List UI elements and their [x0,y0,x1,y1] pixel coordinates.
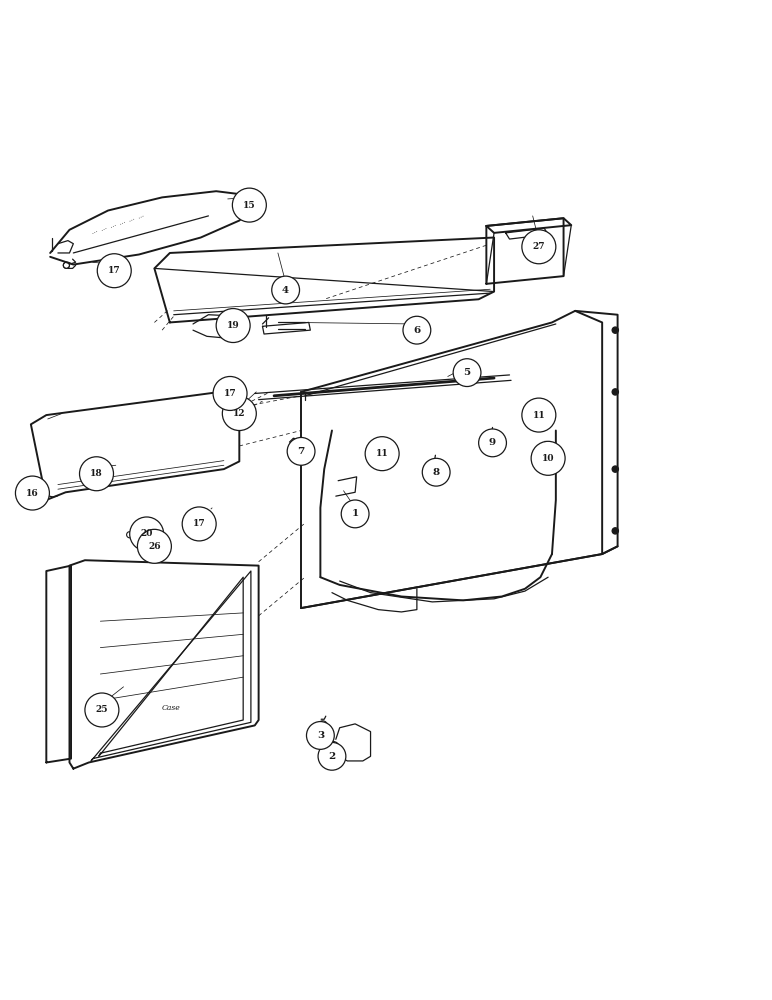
Text: 6: 6 [413,326,421,335]
Text: 27: 27 [533,242,545,251]
Bar [532,417,537,420]
Text: 19: 19 [227,321,239,330]
Text: 18: 18 [90,469,103,478]
Bar [431,464,440,469]
Circle shape [97,254,131,288]
Text: 4: 4 [282,286,290,295]
Circle shape [137,529,171,563]
Circle shape [306,722,334,749]
Text: Case: Case [162,704,181,712]
Circle shape [612,389,618,395]
Circle shape [522,398,556,432]
Text: 7: 7 [297,447,305,456]
Bar [540,451,550,455]
Text: 8: 8 [432,468,440,477]
Text: 2: 2 [328,752,336,761]
Circle shape [365,437,399,471]
Text: 16: 16 [26,489,39,498]
Text: 20: 20 [141,529,153,538]
Circle shape [80,457,113,491]
Circle shape [130,517,164,551]
Text: 17: 17 [224,389,236,398]
Text: 11: 11 [376,449,388,458]
Circle shape [331,745,336,749]
Text: 10: 10 [542,454,554,463]
Circle shape [453,359,481,387]
Text: 12: 12 [233,409,245,418]
Circle shape [85,693,119,727]
Circle shape [232,188,266,222]
Text: 26: 26 [148,542,161,551]
Circle shape [341,500,369,528]
Bar [543,417,547,420]
Text: 17: 17 [108,266,120,275]
Text: 17: 17 [193,519,205,528]
Circle shape [318,742,346,770]
Bar [488,437,497,441]
Text: 9: 9 [489,438,496,447]
Text: 11: 11 [533,411,545,420]
Circle shape [612,327,618,333]
Text: 1: 1 [351,509,359,518]
Circle shape [15,476,49,510]
Text: 3: 3 [317,731,324,740]
Circle shape [612,466,618,472]
Bar [387,454,391,458]
Circle shape [612,528,618,534]
Circle shape [287,437,315,465]
Text: 5: 5 [463,368,471,377]
Text: 25: 25 [96,705,108,714]
Circle shape [222,397,256,431]
Circle shape [216,309,250,343]
Circle shape [422,458,450,486]
Circle shape [213,376,247,410]
Circle shape [182,507,216,541]
Circle shape [403,316,431,344]
Circle shape [272,276,300,304]
Bar [291,445,300,450]
Circle shape [321,724,324,727]
Circle shape [531,441,565,475]
Bar [376,454,381,458]
Circle shape [522,230,556,264]
Text: 15: 15 [243,201,256,210]
Circle shape [479,429,506,457]
